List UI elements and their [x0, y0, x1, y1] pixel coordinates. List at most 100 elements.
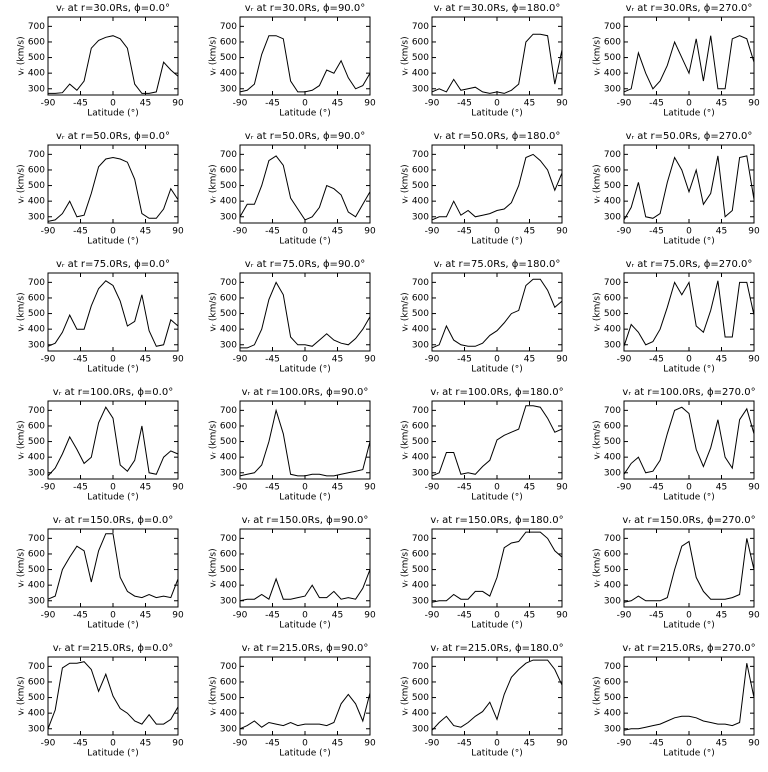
x-tick-label: 45: [332, 99, 343, 109]
x-tick-label: 90: [364, 227, 376, 237]
data-line: [239, 569, 371, 602]
plot-frame: [47, 272, 179, 352]
x-tick-label: -90: [233, 227, 248, 237]
y-tick-label: 700: [604, 406, 621, 416]
x-tick-label: 0: [110, 611, 116, 621]
plot-frame: [431, 272, 563, 352]
data-line: [48, 35, 179, 94]
x-tick-label: 90: [748, 611, 760, 621]
panel-title: vᵣ at r=100.0Rs, ϕ=180.0°: [430, 387, 563, 398]
y-axis-label: vᵣ (km/s): [593, 676, 603, 715]
panel-title: vᵣ at r=75.0Rs, ϕ=0.0°: [56, 259, 170, 270]
x-tick-label: -45: [457, 227, 472, 237]
x-axis-label: Latitude (°): [87, 493, 138, 503]
y-tick-label: 600: [604, 677, 621, 687]
y-axis-label: vᵣ (km/s): [401, 164, 411, 203]
y-tick-label: 300: [604, 212, 621, 222]
x-tick-label: -90: [233, 99, 248, 109]
panel: vᵣ at r=215.0Rs, ϕ=0.0° -90 -45 0 45 90 300 400…: [17, 643, 184, 759]
y-tick-label: 400: [412, 69, 429, 79]
x-axis-label: Latitude (°): [279, 621, 330, 631]
y-tick-label: 400: [220, 197, 237, 207]
x-tick-label: 0: [302, 739, 308, 749]
x-tick-label: -45: [649, 483, 664, 493]
x-tick-label: 90: [172, 99, 184, 109]
plot-frame: [239, 144, 371, 224]
y-tick-label: 300: [28, 596, 45, 606]
y-tick-label: 300: [220, 596, 237, 606]
y-tick-label: 700: [28, 22, 45, 32]
y-tick-label: 400: [28, 197, 45, 207]
x-tick-label: -90: [233, 739, 248, 749]
panel-title: vᵣ at r=100.0Rs, ϕ=0.0°: [53, 387, 173, 398]
plot-frame: [431, 144, 563, 224]
panel-title: vᵣ at r=150.0Rs, ϕ=270.0°: [622, 515, 755, 526]
data-line: [239, 155, 371, 221]
panel-title: vᵣ at r=30.0Rs, ϕ=270.0°: [626, 3, 753, 14]
x-axis-label: Latitude (°): [471, 621, 522, 631]
x-tick-label: 45: [332, 611, 343, 621]
x-tick-label: -45: [265, 99, 280, 109]
x-axis-label: Latitude (°): [279, 493, 330, 503]
panel: vᵣ at r=100.0Rs, ϕ=90.0° -90 -45 0 45 90 300 40…: [209, 387, 376, 503]
y-tick-label: 400: [604, 581, 621, 591]
x-tick-label: 90: [556, 355, 568, 365]
x-tick-label: -45: [457, 739, 472, 749]
x-tick-label: -45: [265, 611, 280, 621]
panel: vᵣ at r=50.0Rs, ϕ=270.0° -90 -45 0 45 90 300 40…: [593, 131, 760, 247]
y-axis-label: vᵣ (km/s): [209, 676, 219, 715]
y-tick-label: 500: [412, 181, 429, 191]
data-line: [623, 35, 755, 93]
x-tick-label: 0: [686, 355, 692, 365]
y-axis-label: vᵣ (km/s): [593, 548, 603, 587]
y-tick-label: 300: [412, 340, 429, 350]
y-tick-label: 500: [220, 181, 237, 191]
y-tick-label: 600: [412, 293, 429, 303]
panel-title: vᵣ at r=50.0Rs, ϕ=180.0°: [434, 131, 561, 142]
y-tick-label: 400: [412, 325, 429, 335]
x-tick-label: 0: [494, 611, 500, 621]
plot-frame: [431, 528, 563, 608]
panel-title: vᵣ at r=30.0Rs, ϕ=180.0°: [434, 3, 561, 14]
y-tick-label: 600: [604, 549, 621, 559]
plot-frame: [47, 144, 179, 224]
y-tick-label: 700: [220, 662, 237, 672]
x-tick-label: -45: [265, 355, 280, 365]
x-tick-label: -90: [41, 739, 56, 749]
x-tick-label: 45: [332, 227, 343, 237]
panel-title: vᵣ at r=150.0Rs, ϕ=90.0°: [242, 515, 369, 526]
panel: vᵣ at r=150.0Rs, ϕ=90.0° -90 -45 0 45 90 300 40…: [209, 515, 376, 631]
y-tick-label: 300: [220, 340, 237, 350]
y-tick-label: 500: [412, 693, 429, 703]
x-tick-label: 90: [364, 611, 376, 621]
x-axis-label: Latitude (°): [87, 237, 138, 247]
x-tick-label: -90: [617, 611, 632, 621]
x-tick-label: -90: [41, 227, 56, 237]
x-tick-label: 90: [364, 483, 376, 493]
x-tick-label: 45: [332, 355, 343, 365]
y-axis-label: vᵣ (km/s): [401, 548, 411, 587]
x-tick-label: 0: [494, 355, 500, 365]
y-tick-label: 400: [28, 69, 45, 79]
panel-title: vᵣ at r=75.0Rs, ϕ=90.0°: [245, 259, 365, 270]
y-tick-label: 400: [412, 709, 429, 719]
x-tick-label: 45: [140, 739, 151, 749]
x-tick-label: 0: [110, 483, 116, 493]
y-tick-label: 600: [28, 37, 45, 47]
y-tick-label: 700: [412, 278, 429, 288]
y-tick-label: 700: [604, 662, 621, 672]
y-tick-label: 300: [604, 724, 621, 734]
panel-title: vᵣ at r=50.0Rs, ϕ=270.0°: [626, 131, 753, 142]
y-tick-label: 600: [604, 165, 621, 175]
data-line: [431, 33, 563, 94]
panel: vᵣ at r=50.0Rs, ϕ=90.0° -90 -45 0 45 90 300 400…: [209, 131, 376, 247]
y-tick-label: 300: [412, 212, 429, 222]
x-tick-label: 0: [686, 483, 692, 493]
x-tick-label: 90: [172, 739, 184, 749]
y-tick-label: 700: [604, 150, 621, 160]
y-tick-label: 600: [220, 37, 237, 47]
y-axis-label: vᵣ (km/s): [17, 36, 27, 75]
y-tick-label: 400: [28, 709, 45, 719]
x-tick-label: -90: [233, 483, 248, 493]
